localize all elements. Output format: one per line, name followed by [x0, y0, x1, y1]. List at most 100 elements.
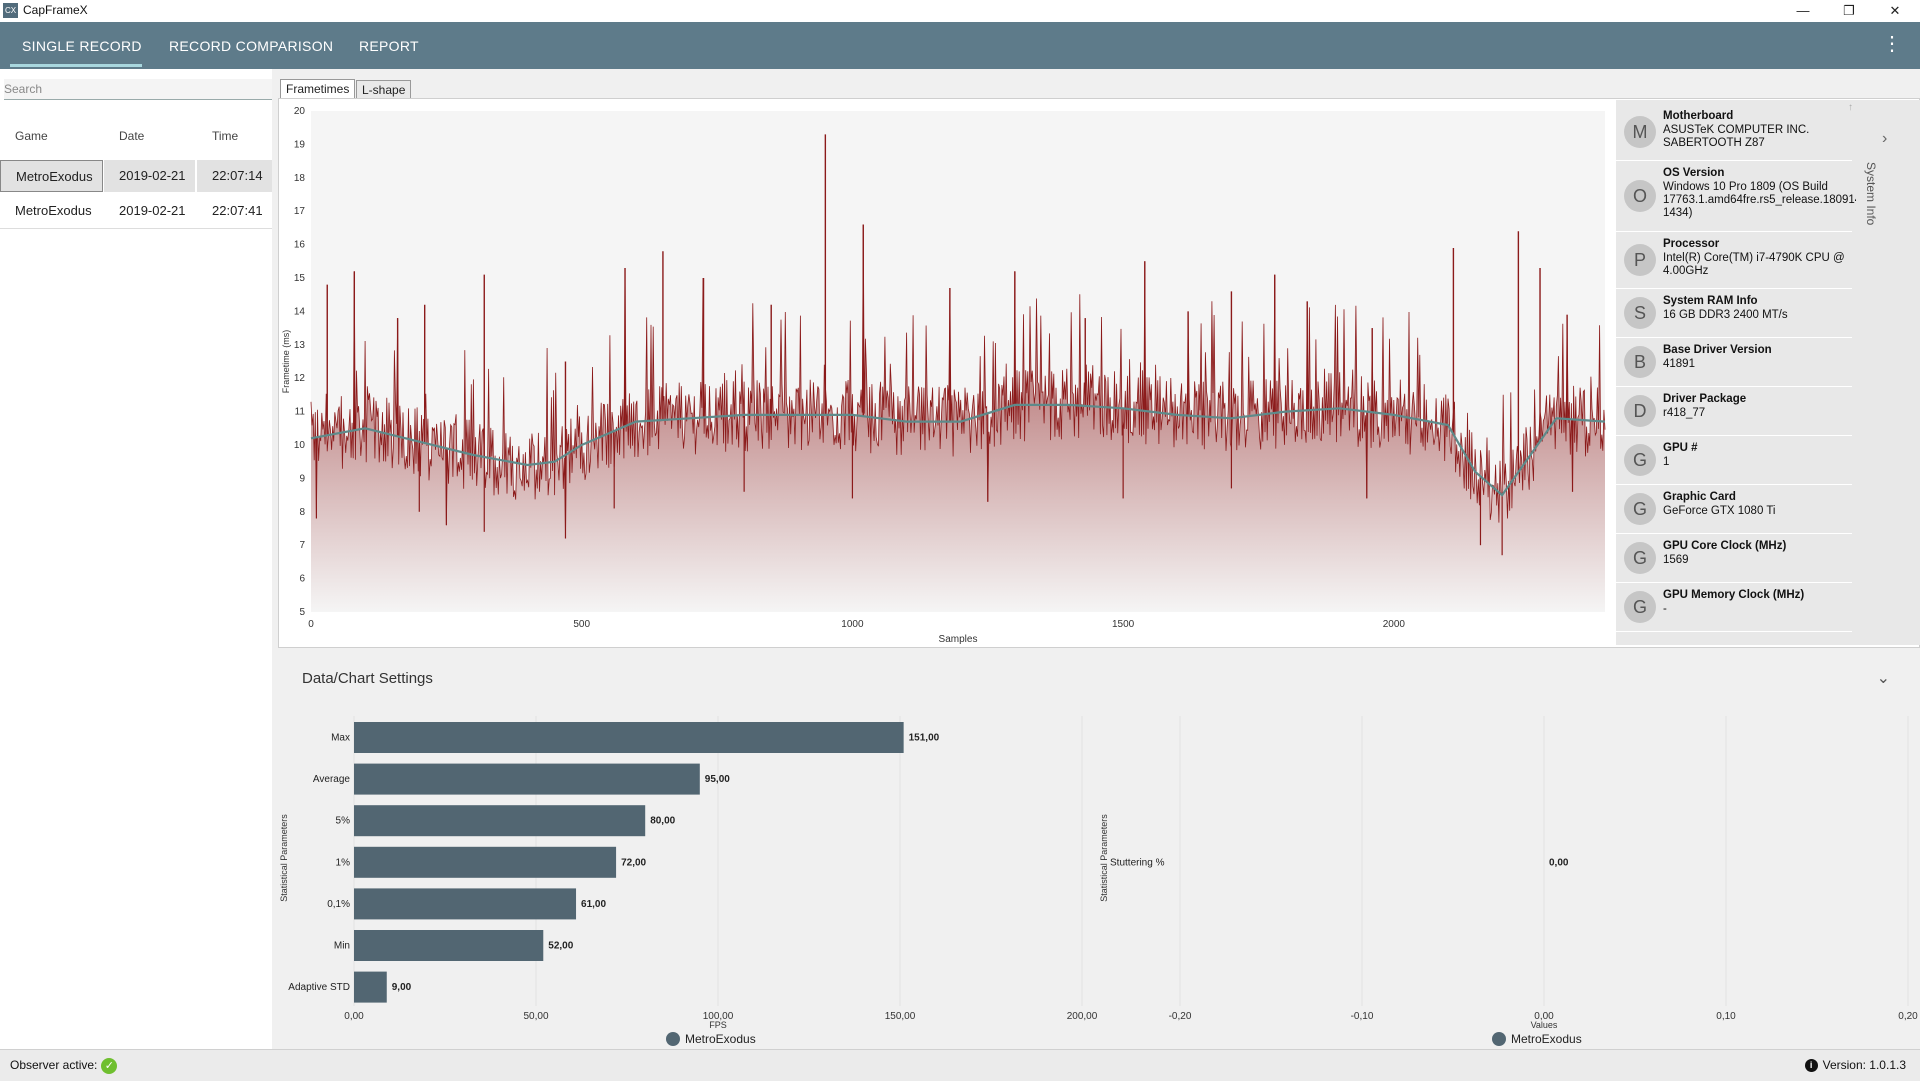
system-info-value: Intel(R) Core(TM) i7-4790K CPU @ 4.00GHz [1663, 252, 1845, 277]
chevron-down-icon[interactable]: ⌄ [1876, 670, 1890, 687]
system-info-label: Motherboard [1663, 110, 1734, 122]
avatar: B [1624, 346, 1656, 378]
version-info: i Version: 1.0.1.3 [1804, 1058, 1906, 1073]
tab-record-comparison[interactable]: RECORD COMPARISON [169, 38, 334, 54]
y-tick-label: 15 [294, 273, 306, 284]
bar [354, 805, 646, 837]
restore-button[interactable]: ❐ [1843, 3, 1855, 18]
scroll-up-icon[interactable]: ↑ [1848, 102, 1853, 113]
record-game: MetroExodus [0, 160, 103, 192]
category-label: 5% [336, 816, 351, 827]
system-info-value: - [1663, 603, 1667, 615]
version-label: Version: 1.0.1.3 [1822, 1058, 1906, 1072]
bar-value-label: 151,00 [909, 733, 940, 744]
app-nav-bar: SINGLE RECORD RECORD COMPARISON REPORT ⋮ [0, 22, 1920, 69]
info-icon[interactable]: i [1804, 1059, 1818, 1073]
system-info-value: 41891 [1663, 358, 1695, 370]
record-date: 2019-02-21 [104, 160, 195, 192]
system-info-value: Windows 10 Pro 1809 (OS Build 17763.1.am… [1663, 181, 1856, 219]
bar [354, 722, 904, 753]
y-tick-label: 10 [294, 440, 306, 451]
avatar: D [1624, 395, 1656, 427]
tab-single-record[interactable]: SINGLE RECORD [22, 38, 142, 54]
x-tick-label: 200,00 [1067, 1011, 1098, 1022]
tab-frametimes[interactable]: Frametimes [280, 79, 356, 99]
bar [354, 846, 617, 878]
system-info-item: S System RAM Info 16 GB DDR3 2400 MT/s [1616, 289, 1852, 338]
x-tick-label: 1000 [841, 619, 864, 630]
status-bar: Observer active: ✓ i Version: 1.0.1.3 [0, 1049, 1920, 1081]
x-tick-label: 0,00 [344, 1011, 364, 1022]
category-label: Adaptive STD [288, 982, 350, 993]
y-tick-label: 13 [294, 340, 306, 351]
system-info-item: D Driver Package r418_77 [1616, 387, 1852, 436]
statistics-panel: 0,00 50,00 100,00 150,00 200,00 FPS Statistica… [278, 706, 1920, 1050]
tab-report[interactable]: REPORT [359, 38, 419, 54]
observer-label: Observer active: [10, 1058, 98, 1073]
y-tick-label: 9 [299, 473, 305, 484]
system-info-sidebar[interactable]: › System Info [1856, 100, 1920, 645]
bar-value-label: 72,00 [621, 857, 646, 868]
x-tick-label: 100,00 [703, 1011, 734, 1022]
bar [354, 930, 544, 961]
system-info-item: M Motherboard ASUSTeK COMPUTER INC. SABERT… [1616, 104, 1852, 161]
avatar: G [1624, 444, 1656, 476]
checkmark-icon: ✓ [101, 1058, 118, 1074]
x-tick-label: 0,10 [1716, 1011, 1736, 1022]
system-info-label: System RAM Info [1663, 295, 1758, 307]
chart-settings-expander[interactable]: Data/Chart Settings ⌄ [278, 652, 1920, 704]
category-label: Stuttering % [1110, 857, 1165, 868]
table-row[interactable]: MetroExodus 2019-02-21 22:07:14 [0, 160, 272, 192]
bar-value-label: 95,00 [705, 774, 730, 785]
bar [354, 971, 387, 1003]
close-button[interactable]: ✕ [1889, 3, 1901, 18]
tab-l-shape[interactable]: L-shape [356, 80, 412, 100]
chart-settings-title: Data/Chart Settings [302, 670, 433, 687]
system-info-label: GPU # [1663, 442, 1698, 454]
minimize-button[interactable]: — [1796, 3, 1810, 18]
x-tick-label: 0,00 [1534, 1011, 1554, 1022]
system-info-label: Driver Package [1663, 393, 1747, 405]
record-time: 22:07:41 [212, 203, 263, 218]
bar-value-label: 61,00 [581, 899, 606, 910]
search-input[interactable]: Search [4, 79, 272, 100]
category-label: Min [334, 941, 350, 952]
x-tick-label: 500 [573, 619, 590, 630]
bar [354, 763, 700, 795]
x-axis-label: Samples [939, 634, 978, 645]
y-tick-label: 17 [294, 206, 306, 217]
system-info-tab-label: System Info [1864, 162, 1878, 226]
system-info-value: 1 [1663, 456, 1670, 468]
system-info-value: ASUSTeK COMPUTER INC. SABERTOOTH Z87 [1663, 124, 1810, 149]
avatar: S [1624, 297, 1656, 329]
table-row[interactable]: MetroExodus 2019-02-21 22:07:41 [0, 195, 272, 227]
observer-status: Observer active: ✓ [10, 1058, 118, 1074]
bar-value-label: 0,00 [1549, 857, 1569, 868]
y-tick-label: 16 [294, 240, 306, 251]
system-info-label: GPU Core Clock (MHz) [1663, 540, 1787, 552]
column-header-game[interactable]: Game [15, 129, 48, 143]
system-info-item: B Base Driver Version 41891 [1616, 338, 1852, 387]
avatar: G [1624, 591, 1656, 623]
more-options-icon[interactable]: ⋮ [1882, 33, 1902, 55]
column-header-date[interactable]: Date [119, 129, 145, 143]
panel-splitter[interactable] [272, 69, 278, 1049]
system-info-value: 16 GB DDR3 2400 MT/s [1663, 309, 1788, 321]
frametime-chart[interactable]: 5 6 7 8 9 10 11 12 13 14 15 16 17 18 19 20 0 500 1000 1500 2… [279, 99, 1619, 649]
avatar: G [1624, 542, 1656, 574]
column-header-time[interactable]: Time [212, 129, 239, 143]
x-tick-label: 50,00 [523, 1011, 548, 1022]
record-time: 22:07:14 [197, 160, 272, 192]
category-label: 1% [336, 857, 351, 868]
system-info-item: G GPU Memory Clock (MHz) - [1616, 583, 1852, 632]
avatar: G [1624, 493, 1656, 525]
system-info-item: G Graphic Card GeForce GTX 1080 Ti [1616, 485, 1852, 534]
legend-label: MetroExodus [685, 1032, 756, 1046]
record-date: 2019-02-21 [119, 203, 186, 218]
chevron-right-icon[interactable]: › [1882, 130, 1888, 147]
system-info-label: OS Version [1663, 167, 1725, 179]
system-info-label: Base Driver Version [1663, 344, 1772, 356]
y-tick-label: 7 [299, 540, 305, 551]
y-tick-label: 6 [299, 574, 305, 585]
avatar: O [1624, 180, 1656, 212]
